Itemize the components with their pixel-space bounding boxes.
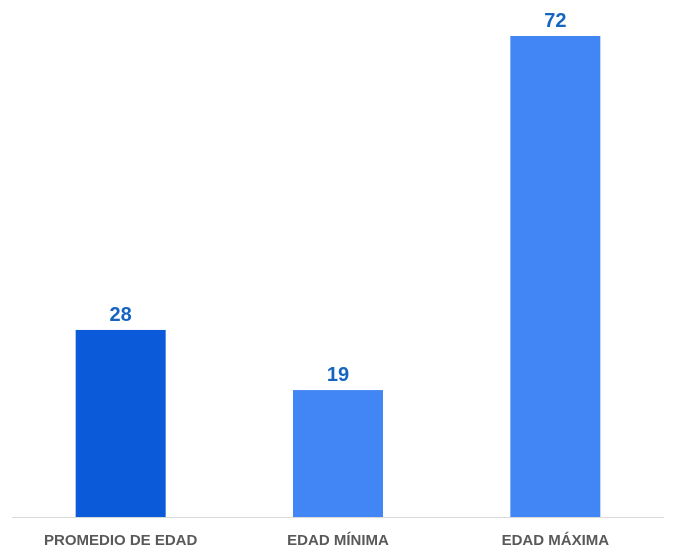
category-label-3: EDAD MÁXIMA	[502, 532, 610, 549]
data-label-2: 19	[327, 364, 349, 386]
category-label-1: PROMEDIO DE EDAD	[44, 532, 198, 549]
bars-group	[75, 36, 601, 517]
data-label-1: 28	[110, 304, 132, 326]
data-label-3: 72	[544, 10, 566, 32]
category-labels-group: PROMEDIO DE EDAD EDAD MÍNIMA EDAD MÁXIMA	[44, 532, 609, 549]
value-labels-group: 28 19 72	[110, 10, 567, 386]
bar-1	[75, 329, 166, 517]
bar-3	[510, 36, 601, 517]
bar-2	[293, 390, 383, 517]
category-label-2: EDAD MÍNIMA	[287, 532, 389, 549]
